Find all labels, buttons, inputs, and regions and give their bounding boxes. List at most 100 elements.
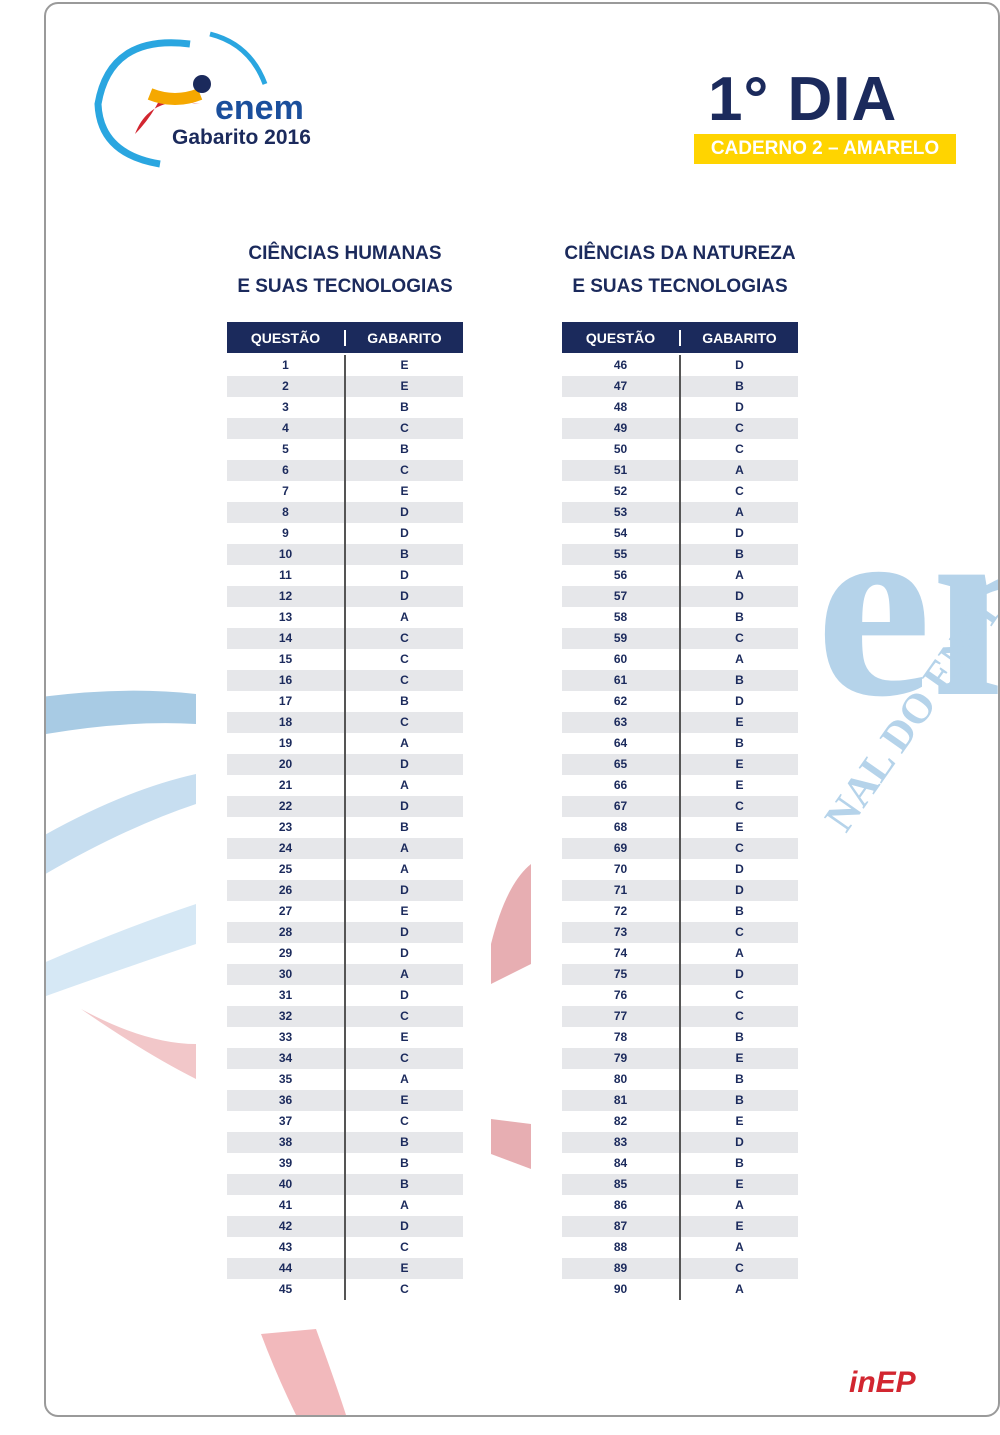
answer: A	[344, 859, 463, 880]
answer: D	[679, 355, 798, 376]
table-row: 10 B	[227, 544, 463, 565]
question-number: 42	[278, 1219, 293, 1233]
question-number: 60	[613, 652, 628, 666]
answer: C	[344, 1048, 463, 1069]
table-row: 43 C	[227, 1237, 463, 1258]
table-row: 27 E	[227, 901, 463, 922]
question-number: 90	[613, 1282, 628, 1296]
table-row: 78 B	[562, 1027, 798, 1048]
answer: A	[679, 649, 798, 670]
answer: E	[679, 712, 798, 733]
question-number: 20	[278, 757, 293, 771]
column-header: GABARITO	[679, 329, 798, 346]
table-header: QUESTÃO GABARITO	[562, 322, 798, 353]
table-row: 55 B	[562, 544, 798, 565]
question-number: 54	[613, 526, 628, 540]
answer: B	[679, 670, 798, 691]
question-number: 41	[278, 1198, 293, 1212]
table-row: 69 C	[562, 838, 798, 859]
question-number: 11	[279, 568, 292, 582]
table-row: 46 D	[562, 355, 798, 376]
answer: B	[344, 544, 463, 565]
question-number: 34	[278, 1051, 293, 1065]
answer: D	[679, 964, 798, 985]
question-number: 74	[613, 946, 628, 960]
answer: E	[679, 1174, 798, 1195]
answer-table: QUESTÃO GABARITO 46 D 47 B 48 D 49 C 50 C 51 A 52 C 53 A 5…	[562, 322, 798, 1300]
table-row: 57 D	[562, 586, 798, 607]
table-row: 53 A	[562, 502, 798, 523]
answer: D	[344, 1216, 463, 1237]
table-row: 72 B	[562, 901, 798, 922]
question-number: 17	[278, 694, 293, 708]
column-header: QUESTÃO	[585, 329, 656, 346]
table-row: 87 E	[562, 1216, 798, 1237]
answer: E	[679, 775, 798, 796]
answer: D	[344, 754, 463, 775]
answer: D	[344, 502, 463, 523]
answer: C	[344, 418, 463, 439]
question-number: 13	[278, 610, 293, 624]
question-number: 61	[613, 673, 628, 687]
question-number: 14	[278, 631, 293, 645]
table-row: 82 E	[562, 1111, 798, 1132]
table-row: 19 A	[227, 733, 463, 754]
answer: A	[679, 1195, 798, 1216]
answer: B	[344, 1153, 463, 1174]
answer: A	[344, 964, 463, 985]
answer: E	[679, 817, 798, 838]
answer: D	[679, 880, 798, 901]
question-number: 68	[613, 820, 628, 834]
question-number: 23	[278, 820, 293, 834]
table-row: 51 A	[562, 460, 798, 481]
question-number: 72	[613, 904, 628, 918]
answer: B	[344, 397, 463, 418]
question-number: 45	[278, 1282, 293, 1296]
logo-text: enem	[215, 89, 304, 127]
answer: C	[679, 796, 798, 817]
table-row: 61 B	[562, 670, 798, 691]
answer: C	[344, 1111, 463, 1132]
answer: A	[679, 943, 798, 964]
question-number: 35	[278, 1072, 293, 1086]
answer: E	[344, 1027, 463, 1048]
question-number: 52	[613, 484, 628, 498]
answer: C	[679, 1006, 798, 1027]
answer: D	[344, 985, 463, 1006]
question-number: 83	[613, 1135, 628, 1149]
question-number: 57	[613, 589, 628, 603]
answer: D	[344, 796, 463, 817]
question-number: 53	[613, 505, 628, 519]
question-number: 25	[278, 862, 293, 876]
answer: A	[344, 733, 463, 754]
question-number: 38	[278, 1135, 293, 1149]
table-row: 68 E	[562, 817, 798, 838]
question-number: 76	[613, 988, 628, 1002]
answer: C	[344, 649, 463, 670]
answer: D	[679, 859, 798, 880]
page-frame: em NAL DO ENSI enem Gabarito 2016 1° DIA…	[44, 2, 1000, 1417]
question-number: 69	[613, 841, 628, 855]
table-row: 23 B	[227, 817, 463, 838]
inep-logo: inEP	[849, 1366, 916, 1399]
answer: D	[344, 565, 463, 586]
table-row: 56 A	[562, 565, 798, 586]
question-number: 19	[278, 736, 293, 750]
table-row: 79 E	[562, 1048, 798, 1069]
question-number: 7	[282, 484, 289, 498]
question-number: 6	[282, 463, 289, 477]
column-header: GABARITO	[344, 329, 463, 346]
answer: A	[679, 1237, 798, 1258]
table-row: 37 C	[227, 1111, 463, 1132]
answer: A	[344, 838, 463, 859]
answer: A	[344, 1195, 463, 1216]
answer: C	[344, 1237, 463, 1258]
question-number: 87	[613, 1219, 628, 1233]
answer: C	[679, 628, 798, 649]
background-decoration: em NAL DO ENSI	[46, 463, 998, 1415]
table-row: 22 D	[227, 796, 463, 817]
subtitle: Gabarito 2016	[172, 126, 311, 149]
